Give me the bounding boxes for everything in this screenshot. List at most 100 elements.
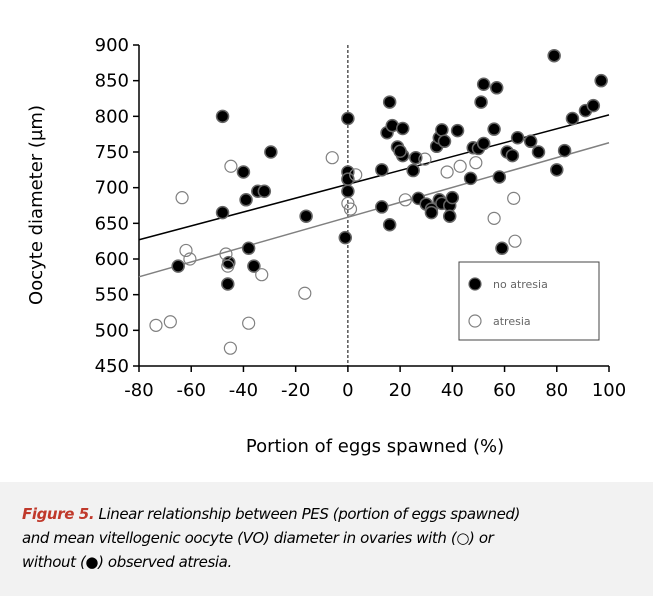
point	[171, 259, 185, 273]
y-tick-label: 750	[95, 142, 129, 163]
legend-marker	[468, 277, 482, 291]
point	[264, 145, 278, 159]
point	[487, 211, 501, 225]
point	[523, 134, 538, 149]
point	[550, 163, 564, 177]
point	[474, 95, 488, 109]
x-tick-label: -80	[124, 380, 153, 401]
point	[594, 73, 608, 88]
y-tick-label: 500	[95, 320, 129, 341]
x-tick-label: 20	[389, 380, 412, 401]
legend-label: no atresia	[493, 278, 548, 291]
caption-line: Linear relationship between PES (portion…	[94, 505, 521, 523]
y-tick-label: 700	[95, 178, 129, 199]
point	[440, 165, 454, 179]
point	[469, 156, 483, 170]
point	[241, 241, 256, 256]
point	[547, 48, 561, 63]
point	[463, 171, 478, 186]
chart: Portion of eggs spawned (%) Oocyte diame…	[26, 35, 626, 457]
point	[298, 286, 312, 300]
point	[341, 111, 355, 126]
y-tick-label: 550	[95, 285, 129, 306]
x-tick-label: -20	[281, 380, 310, 401]
caption-label: Figure 5.	[22, 505, 95, 523]
trend-line	[138, 142, 610, 278]
y-tick-label: 800	[95, 106, 129, 127]
x-tick-label: 0	[342, 380, 353, 401]
legend-label: atresia	[493, 315, 531, 328]
y-tick-label: 650	[95, 213, 129, 234]
point	[495, 241, 509, 256]
legend-box	[458, 261, 600, 341]
point	[215, 205, 230, 220]
point	[375, 163, 389, 177]
point	[183, 252, 197, 266]
legend-marker	[468, 314, 482, 328]
point	[236, 165, 251, 179]
point	[418, 152, 432, 166]
point	[382, 95, 397, 109]
point	[453, 159, 467, 173]
point	[531, 145, 546, 159]
point	[341, 196, 355, 210]
point	[375, 200, 389, 214]
point	[179, 243, 193, 258]
point	[398, 193, 412, 207]
trend-line	[138, 114, 610, 241]
x-tick-label: 100	[592, 380, 626, 401]
point	[257, 184, 272, 198]
point	[437, 134, 452, 149]
point	[349, 168, 363, 182]
y-tick-label: 450	[95, 356, 129, 377]
x-tick-label: 60	[493, 380, 516, 401]
point	[507, 191, 521, 205]
point	[242, 316, 256, 330]
point	[175, 191, 189, 205]
x-tick-label: -60	[177, 380, 206, 401]
point	[406, 163, 420, 178]
caption-line: and mean vitellogenic oocyte (VO) diamet…	[22, 529, 494, 547]
point	[325, 151, 339, 165]
x-tick-label: 40	[441, 380, 464, 401]
point	[424, 205, 439, 220]
point	[476, 77, 491, 91]
point	[224, 159, 238, 173]
point	[435, 123, 449, 137]
point	[565, 111, 580, 126]
x-axis-label: Portion of eggs spawned (%)	[246, 436, 504, 457]
x-tick-label: -40	[229, 380, 258, 401]
point	[393, 144, 407, 159]
point	[341, 172, 355, 186]
point	[557, 143, 572, 158]
y-tick-label: 600	[95, 249, 129, 270]
point	[221, 277, 235, 291]
point	[341, 184, 355, 198]
point	[395, 121, 410, 136]
caption: Figure 5. Linear relationship between PE…	[0, 482, 653, 596]
y-tick-label: 900	[95, 35, 129, 56]
point	[338, 230, 353, 245]
caption-line: without (●) observed atresia.	[22, 553, 232, 571]
point	[221, 259, 235, 273]
point	[508, 234, 522, 248]
x-tick-label: 80	[545, 380, 568, 401]
point	[247, 259, 261, 273]
point	[382, 218, 397, 232]
point	[215, 109, 230, 124]
y-tick-label: 850	[95, 71, 129, 92]
point	[163, 315, 177, 329]
point	[239, 193, 253, 207]
point	[445, 190, 460, 205]
point	[510, 130, 525, 145]
y-axis-label: Oocyte diameter (µm)	[26, 105, 47, 305]
point	[505, 148, 520, 163]
point	[487, 122, 501, 136]
point	[343, 202, 358, 216]
point	[476, 136, 491, 151]
point	[223, 341, 237, 355]
point	[442, 209, 457, 223]
point	[450, 123, 465, 138]
point	[492, 170, 507, 184]
